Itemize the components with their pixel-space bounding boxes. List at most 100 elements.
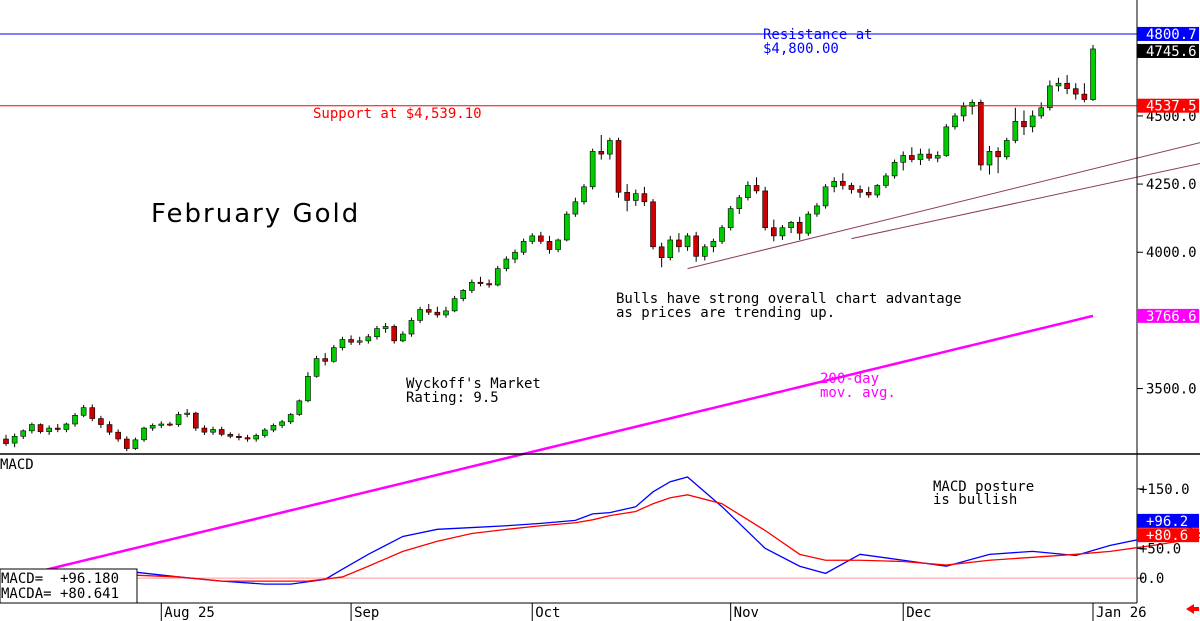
candle	[1081, 83, 1088, 103]
candle-body-up	[727, 208, 734, 229]
candle	[37, 423, 44, 434]
candle-body-up	[253, 435, 259, 440]
date-tick-label: Nov	[734, 605, 759, 621]
candle	[227, 432, 234, 439]
price-tick-label: 4000.0	[1146, 245, 1197, 261]
candle	[391, 324, 398, 344]
candle	[701, 244, 708, 261]
trendline	[851, 162, 1200, 240]
candle	[218, 426, 225, 437]
arrow-left-icon[interactable]	[1186, 604, 1199, 614]
candle	[494, 265, 501, 287]
candle-body-down	[1081, 93, 1088, 100]
candle-body-up	[262, 429, 268, 436]
candle-body-up	[11, 435, 18, 444]
candle-body-down	[115, 431, 121, 440]
candle	[331, 344, 337, 363]
candle	[279, 419, 285, 429]
moving-average-price-tag: 3766.6	[1137, 308, 1199, 325]
candle-body-down	[54, 427, 61, 430]
candle-body-down	[926, 153, 932, 159]
candle-body-down	[641, 193, 648, 203]
candle	[322, 353, 328, 366]
candle	[865, 186, 872, 198]
last-price-tag: 4745.6	[1137, 43, 1199, 60]
candle-body-up	[589, 151, 596, 188]
candle-body-down	[218, 429, 225, 435]
candle-body-up	[400, 333, 406, 342]
candle	[167, 421, 173, 427]
candle	[184, 409, 190, 418]
candle-body-down	[201, 427, 208, 433]
candle	[572, 197, 579, 217]
macd-readout-value: +96.180	[60, 571, 119, 587]
macd-value-tag-bg	[1137, 513, 1199, 528]
moving-average-price-tag-label: 3766.6	[1146, 309, 1197, 325]
bulls-annotation: Bulls have strong overall chart advantag…	[616, 291, 970, 321]
candle-body-down	[348, 339, 354, 343]
candle-body-up	[20, 430, 27, 437]
candle	[555, 238, 561, 253]
macd-value-tag: +96.2	[1137, 513, 1199, 530]
resistance-price-tag-label: 4800.7	[1146, 27, 1197, 43]
candle-body-up	[46, 427, 52, 432]
candle-body-down	[123, 438, 130, 449]
date-tick-label: Aug 25	[164, 605, 215, 621]
candle-body-up	[296, 400, 303, 415]
candle	[400, 331, 406, 343]
support-annotation: Support at $4,539.10	[313, 106, 482, 122]
candle	[348, 335, 354, 345]
candle	[607, 137, 613, 160]
macd-tags: +96.2+80.6	[1137, 513, 1199, 544]
wyckoff-rating-line-2: Rating: 9.5	[406, 390, 499, 406]
candle	[857, 185, 863, 198]
candle	[667, 235, 674, 261]
candle	[632, 189, 639, 206]
candle-body-up	[1090, 48, 1096, 100]
candle	[149, 423, 156, 431]
candle-body-down	[615, 140, 622, 193]
candle-body-up	[287, 414, 294, 423]
moving-average-line	[5, 314, 1094, 581]
moving-average-price-tag-bg	[1137, 308, 1199, 323]
candle	[20, 429, 27, 440]
candle-body-up	[883, 175, 889, 186]
candle	[1012, 107, 1019, 144]
candle-body-up	[374, 328, 380, 338]
candle	[676, 233, 682, 253]
moving-average-label: 200-day mov. avg.	[820, 371, 896, 401]
candle-body-up	[279, 421, 285, 426]
candle-body-down	[322, 358, 328, 362]
candle-body-down	[227, 434, 234, 437]
candle	[106, 421, 113, 435]
macd-axis: +150.0 +50.0 0.0	[1137, 482, 1190, 587]
candle-body-down	[848, 185, 855, 190]
candle	[891, 159, 898, 179]
candle-body-down	[995, 151, 1001, 158]
last-price-tag-label: 4745.6	[1146, 44, 1197, 60]
candle	[641, 186, 648, 206]
support-price-tag-label: 4537.5	[1146, 99, 1197, 115]
support-price-tag: 4537.5	[1137, 98, 1199, 115]
candle-body-up	[305, 375, 311, 402]
moving-average-label-line-1: 200-day	[820, 371, 879, 387]
candle	[434, 306, 441, 318]
candle-body-up	[1038, 107, 1045, 117]
candle	[736, 194, 743, 215]
candle	[3, 434, 9, 446]
candle-body-up	[1029, 115, 1036, 128]
candle	[1029, 110, 1036, 133]
resistance-price-tag-bg	[1137, 26, 1199, 41]
candle	[408, 317, 415, 337]
macd-series-macda	[5, 494, 1200, 582]
price-tick-label: 3500.0	[1146, 382, 1197, 398]
candle-body-down	[1064, 82, 1070, 89]
candle	[270, 423, 277, 433]
candle-body-up	[443, 310, 449, 316]
candle-body-down	[106, 424, 113, 433]
candle-body-up	[520, 241, 527, 253]
candle-body-up	[701, 246, 708, 257]
candle-body-up	[63, 423, 70, 430]
macd-tick-label: 0.0	[1139, 571, 1164, 587]
candle-body-up	[719, 227, 725, 242]
